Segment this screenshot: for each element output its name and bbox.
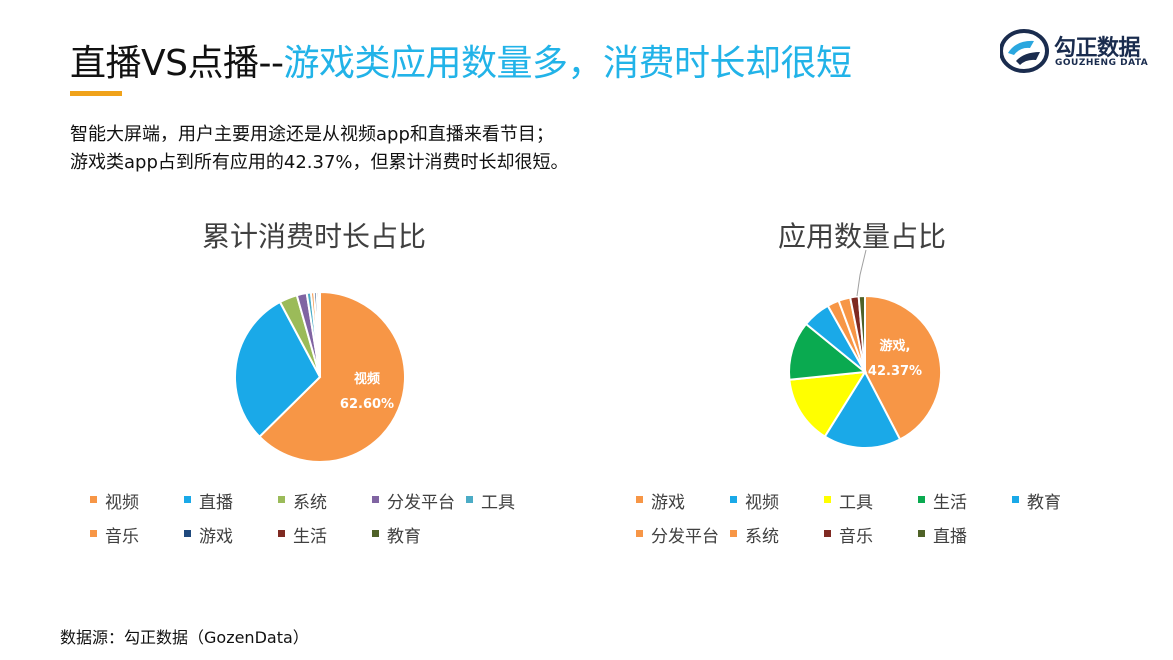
legend-label: 视频 — [105, 493, 139, 513]
legend-swatch — [918, 496, 925, 503]
pie-slice-4 — [788, 322, 868, 381]
leader-line — [856, 249, 867, 297]
data-label-value: 42.37% — [868, 364, 922, 379]
chart-title-app-count: 应用数量占比 — [778, 220, 947, 253]
legend-label: 音乐 — [105, 527, 139, 547]
pie-slice-2 — [823, 369, 902, 449]
legend-label: 教育 — [387, 527, 421, 547]
pie-slice-1 — [864, 294, 942, 441]
pie-slice-3 — [788, 370, 867, 438]
legend-swatch — [824, 530, 831, 537]
legend-label: 视频 — [745, 493, 779, 513]
data-label-category: 游戏, — [880, 338, 911, 354]
data-label-value: 62.60% — [340, 397, 394, 412]
logo-text-en: GOUZHENG DATA — [1055, 58, 1149, 68]
data-label-category: 视频 — [354, 371, 380, 387]
legend-swatch — [90, 530, 97, 537]
page-title: 直播VS点播--游戏类应用数量多，消费时长却很短 — [70, 34, 852, 86]
subtitle-line-2: 游戏类app占到所有应用的42.37%，但累计消费时长却很短。 — [70, 152, 569, 173]
legend-swatch — [90, 496, 97, 503]
pie-slice-2 — [234, 300, 322, 439]
legend-swatch — [636, 530, 643, 537]
pie-slice-9 — [317, 290, 321, 378]
page-title-part2: 游戏类应用数量多，消费时长却很短 — [283, 43, 852, 84]
legend-swatch — [824, 496, 831, 503]
legend-swatch — [184, 530, 191, 537]
legend-swatch — [918, 530, 925, 537]
legend-swatch — [730, 496, 737, 503]
legend-label: 生活 — [933, 493, 967, 513]
legend-label: 直播 — [199, 493, 233, 513]
subtitle-line-1: 智能大屏端，用户主要用途还是从视频app和直播来看节目； — [70, 124, 554, 145]
legend-label: 系统 — [293, 493, 327, 513]
legend-label: 工具 — [481, 493, 515, 513]
legend-swatch — [730, 530, 737, 537]
pie-slice-1 — [258, 290, 406, 463]
legend-label: 游戏 — [651, 493, 685, 513]
logo-mark-icon — [999, 29, 1049, 73]
legend-label: 音乐 — [839, 527, 873, 547]
title-underline — [70, 91, 122, 96]
legend-label: 系统 — [745, 527, 779, 547]
page-title-part1: 直播VS点播-- — [70, 43, 284, 84]
legend-label: 工具 — [839, 493, 873, 513]
chart-title-consumption-time: 累计消费时长占比 — [202, 220, 427, 253]
logo-text-cn: 勾正数据 — [1054, 36, 1141, 61]
legend-label: 分发平台 — [651, 527, 719, 547]
legend-swatch — [1012, 496, 1019, 503]
legend-swatch — [466, 496, 473, 503]
legend-label: 分发平台 — [387, 493, 455, 513]
legend-label: 游戏 — [199, 527, 233, 547]
legend-swatch — [184, 496, 191, 503]
legend-label: 直播 — [933, 527, 967, 547]
legend-label: 教育 — [1027, 493, 1061, 513]
data-source: 数据源：勾正数据（GozenData） — [60, 628, 309, 647]
legend-swatch — [372, 496, 379, 503]
legend-swatch — [372, 530, 379, 537]
legend-swatch — [278, 496, 285, 503]
subtitle: 智能大屏端，用户主要用途还是从视频app和直播来看节目； 游戏类app占到所有应… — [70, 121, 569, 177]
gouzheng-logo: 勾正数据 GOUZHENG DATA — [999, 28, 1150, 74]
legend-swatch — [278, 530, 285, 537]
legend-label: 生活 — [293, 527, 327, 547]
legend-swatch — [636, 496, 643, 503]
pie-slice-9 — [857, 294, 866, 373]
